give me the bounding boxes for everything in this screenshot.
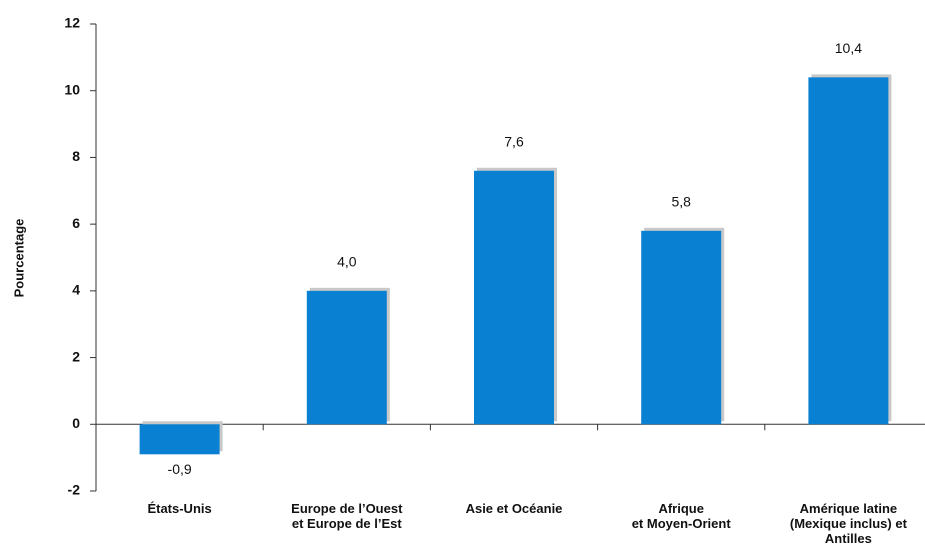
y-axis-label: Pourcentage — [11, 219, 26, 298]
x-tick-label: États-Unis — [147, 501, 212, 516]
y-tick-label: 10 — [64, 81, 80, 97]
y-tick-label: 0 — [72, 415, 80, 431]
bar — [808, 77, 889, 425]
x-tick-label: Amérique latine (Mexique inclus) et Anti… — [789, 501, 907, 546]
bar — [306, 290, 387, 425]
x-tick-label: Europe de l’Ouest et Europe de l’Est — [291, 501, 403, 531]
y-tick-label: -2 — [68, 482, 81, 498]
y-tick-label: 6 — [72, 215, 80, 231]
bar — [641, 230, 722, 425]
x-tick-label: Afrique et Moyen-Orient — [631, 501, 731, 531]
bar — [139, 424, 220, 455]
value-label: -0,9 — [168, 461, 192, 477]
y-tick-label: 8 — [72, 148, 80, 164]
value-label: 4,0 — [337, 254, 357, 270]
y-tick-label: 4 — [72, 282, 80, 298]
y-tick-label: 2 — [72, 348, 80, 364]
value-label: 10,4 — [835, 40, 862, 56]
value-label: 7,6 — [504, 133, 524, 149]
x-tick-label: Asie et Océanie — [465, 501, 563, 516]
value-label: 5,8 — [671, 194, 691, 210]
bar — [474, 170, 554, 425]
y-tick-label: 12 — [64, 15, 80, 31]
